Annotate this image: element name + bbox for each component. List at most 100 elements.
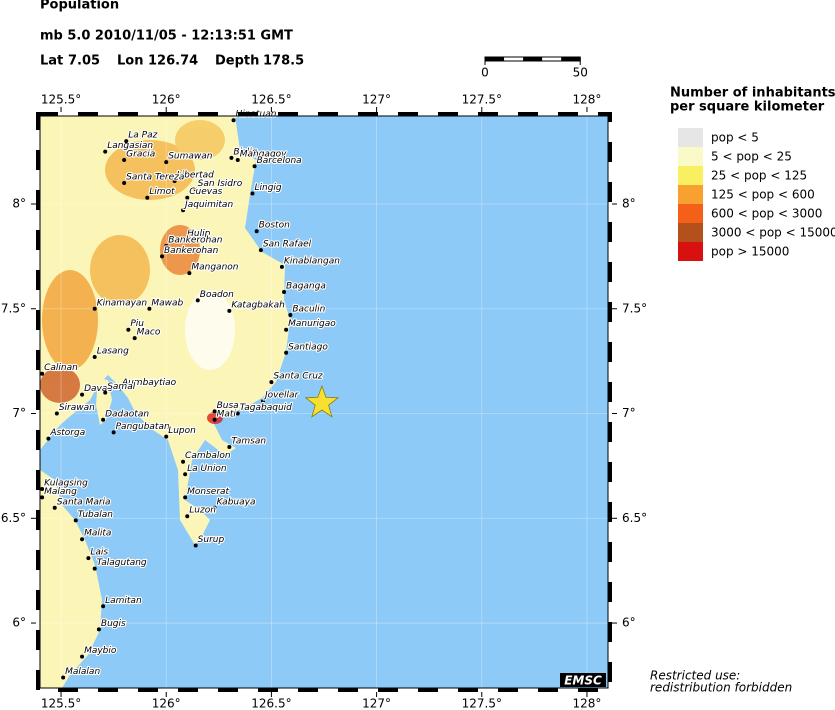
town-dot xyxy=(185,514,190,519)
scale-label: 0 xyxy=(481,66,489,80)
town-dot xyxy=(147,306,152,311)
x-tick-label: 126° xyxy=(152,93,181,107)
lon-label: Lon xyxy=(117,54,143,69)
town-dot xyxy=(61,675,66,680)
town-label: La Paz xyxy=(128,131,157,141)
legend-swatch xyxy=(678,242,703,261)
town-label: Jovellar xyxy=(263,390,300,400)
town-label: La Union xyxy=(187,464,227,474)
town-dot xyxy=(183,472,188,477)
town-label: Baganga xyxy=(286,282,326,292)
legend-label: 3000 < pop < 15000 xyxy=(711,226,835,240)
town-label: Limot xyxy=(149,187,175,197)
town-dot xyxy=(92,566,97,571)
town-dot xyxy=(80,537,85,542)
town-label: Sirawan xyxy=(59,403,95,413)
title: Population xyxy=(40,0,119,13)
x-tick-label: 125.5° xyxy=(41,93,81,107)
town-dot xyxy=(92,306,97,311)
footer-line: redistribution forbidden xyxy=(650,681,792,695)
town-label: Kulagsing xyxy=(44,478,88,488)
town-dot xyxy=(172,178,177,183)
logo-box xyxy=(560,673,606,687)
town-dot xyxy=(122,158,127,162)
y-tick-label: 7° xyxy=(622,406,636,420)
town-label: Bankerohan xyxy=(164,246,219,256)
town-dot xyxy=(160,254,165,259)
town-dot xyxy=(117,386,122,391)
town-dot xyxy=(181,459,186,464)
town-dot xyxy=(235,411,240,416)
x-tick-label: 127.5° xyxy=(462,697,502,710)
town-dot xyxy=(86,556,91,561)
town-dot xyxy=(183,495,188,500)
town-dot xyxy=(235,158,240,162)
town-label: Kabuaya xyxy=(217,497,256,507)
scale-bar-segment xyxy=(561,57,581,61)
y-tick-label: 6.5° xyxy=(1,511,26,525)
x-tick-label: 128° xyxy=(573,697,602,710)
x-tick-label: 127° xyxy=(362,93,391,107)
town-dot xyxy=(282,290,287,294)
town-label: Langasian xyxy=(107,141,153,151)
town-dot xyxy=(124,139,129,144)
town-dot xyxy=(185,195,190,200)
town-dot xyxy=(212,505,217,510)
town-label: Libertad xyxy=(177,170,215,180)
x-tick-label: 126.5° xyxy=(251,93,291,107)
town-dot xyxy=(122,181,127,186)
town-label: Piu xyxy=(130,319,144,329)
town-label: Barcelona xyxy=(257,156,302,166)
town-label: Tubalan xyxy=(78,510,114,520)
town-label: Astorga xyxy=(49,428,85,438)
legend-label: pop > 15000 xyxy=(711,245,789,259)
legend-label: pop < 5 xyxy=(711,131,759,145)
y-tick-label: 7° xyxy=(12,406,26,420)
patch xyxy=(160,225,200,275)
scale-bar-segment xyxy=(523,57,543,61)
town-label: Santa Cruz xyxy=(273,372,323,382)
land xyxy=(40,116,290,545)
legend-swatch xyxy=(678,147,703,166)
town-label: Sumawan xyxy=(168,152,213,162)
town-dot xyxy=(126,327,131,332)
x-tick-label: 127.5° xyxy=(462,93,502,107)
town-label: Maybio xyxy=(84,646,117,656)
town-dot xyxy=(258,248,263,253)
lat-label: Lat xyxy=(40,54,63,69)
town-label: Mawab xyxy=(151,298,183,308)
town-label: Santiago xyxy=(288,342,328,352)
town-label: Manganon xyxy=(191,263,238,273)
town-label: Hulip xyxy=(187,229,210,239)
legend-swatch xyxy=(678,128,703,147)
town-dot xyxy=(101,604,106,609)
town-dot xyxy=(193,543,198,548)
epicenter xyxy=(304,384,340,418)
x-tick-label: 127° xyxy=(362,697,391,710)
x-tick-label: 126.5° xyxy=(251,697,291,710)
town-dot xyxy=(40,486,45,491)
town-label: Tagabaquid xyxy=(240,403,292,413)
land-west-shore xyxy=(40,470,102,688)
town-label: Monserat xyxy=(187,487,229,497)
scale-label: 50 xyxy=(573,66,588,80)
town-dot xyxy=(181,208,186,213)
patch xyxy=(42,270,98,370)
town-label: Baculin xyxy=(292,305,325,315)
town-label: Malang xyxy=(44,487,77,497)
footer-line: Restricted use: xyxy=(650,669,740,683)
town-dot xyxy=(212,409,217,414)
town-dot xyxy=(260,398,265,403)
town-label: Dadaotan xyxy=(105,409,149,419)
lon-value: 126.74 xyxy=(148,54,198,69)
town-label: Kinablangan xyxy=(284,256,340,266)
lat-value: 7.05 xyxy=(68,54,100,69)
town-dot xyxy=(54,411,59,416)
town-label: Lasang xyxy=(97,346,129,356)
town-label: Mati xyxy=(217,409,237,419)
town-dot xyxy=(254,229,259,234)
y-tick-label: 6.5° xyxy=(622,511,647,525)
